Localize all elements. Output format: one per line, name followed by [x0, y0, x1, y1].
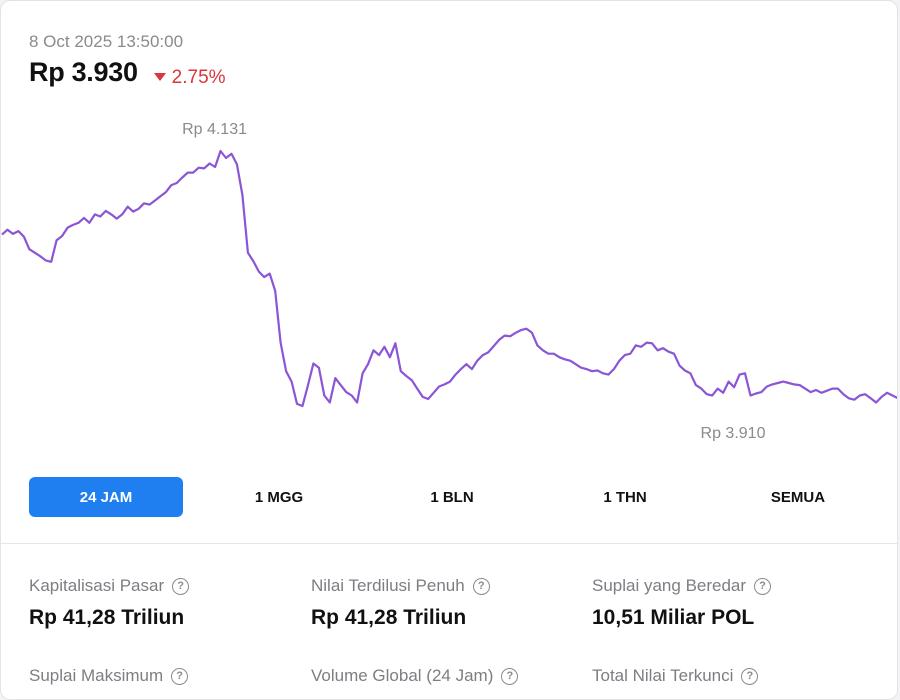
tab-1-mgg[interactable]: 1 MGG: [254, 488, 304, 506]
stat-label: Nilai Terdilusi Penuh: [311, 576, 465, 595]
question-circle-icon[interactable]: ?: [171, 667, 189, 685]
stat-label: Suplai Maksimum: [29, 666, 164, 685]
question-circle-icon[interactable]: ?: [741, 667, 759, 685]
timestamp: 8 Oct 2025 13:50:00: [29, 32, 184, 51]
min-price-label: Rp 3.910: [701, 425, 766, 441]
tab-1-bln[interactable]: 1 BLN: [430, 488, 474, 506]
tab-semua[interactable]: SEMUA: [770, 488, 826, 506]
time-range-tabs: 24 JAM 1 MGG 1 BLN 1 THN SEMUA: [29, 477, 875, 517]
price-change: 2.75%: [153, 67, 226, 89]
stat-label: Total Nilai Terkunci: [592, 666, 734, 685]
price-row: Rp 3.930 2.75%: [29, 57, 226, 89]
question-circle-icon[interactable]: ?: [472, 577, 490, 595]
stat-value: 10,51 Miliar POL: [592, 606, 755, 629]
price-line: [1, 149, 897, 408]
question-circle-icon[interactable]: ?: [172, 577, 190, 595]
tab-24-jam[interactable]: 24 JAM: [29, 477, 183, 517]
max-price-label: Rp 4.131: [182, 121, 247, 138]
stat-global-volume: Volume Global (24 Jam)?: [311, 666, 571, 696]
tab-1-thn[interactable]: 1 THN: [603, 488, 647, 506]
triangle-down-icon: [153, 73, 166, 81]
stat-fully-diluted: Nilai Terdilusi Penuh? Rp 41,28 Triliun: [311, 576, 571, 630]
stat-total-value-locked: Total Nilai Terkunci?: [592, 666, 852, 696]
stat-label: Volume Global (24 Jam): [311, 666, 494, 685]
question-circle-icon[interactable]: ?: [754, 577, 772, 595]
stat-market-cap: Kapitalisasi Pasar? Rp 41,28 Triliun: [29, 576, 289, 630]
divider: [1, 543, 897, 544]
stat-value: Rp 41,28 Triliun: [29, 606, 185, 629]
price-change-percent: 2.75%: [171, 67, 226, 88]
question-circle-icon[interactable]: ?: [501, 667, 519, 685]
stat-label: Suplai yang Beredar: [592, 576, 747, 595]
stat-circulating-supply: Suplai yang Beredar? 10,51 Miliar POL: [592, 576, 852, 630]
stat-value: Rp 41,28 Triliun: [311, 606, 467, 629]
stat-label: Kapitalisasi Pasar: [29, 576, 165, 595]
current-price: Rp 3.930: [29, 57, 138, 87]
price-chart[interactable]: Rp 4.131 Rp 3.910: [1, 101, 898, 441]
stat-max-supply: Suplai Maksimum?: [29, 666, 289, 696]
